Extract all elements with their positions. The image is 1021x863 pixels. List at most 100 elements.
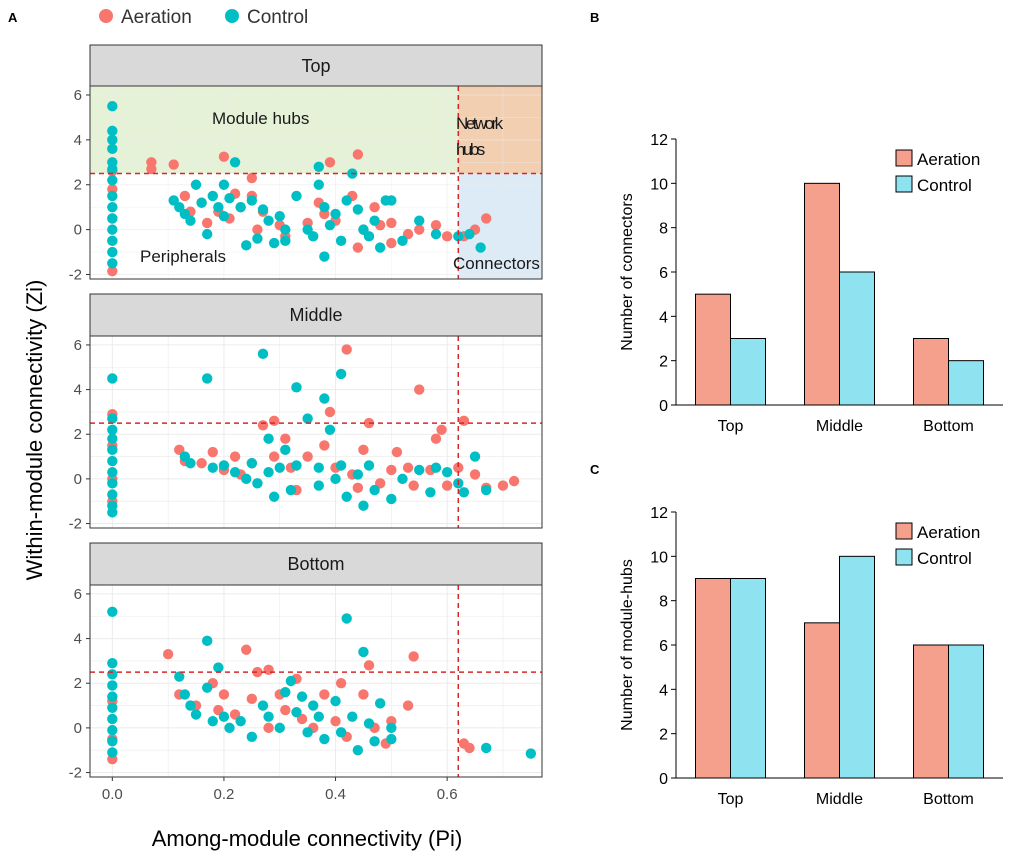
bar-aeration [804, 622, 840, 779]
point-control [441, 466, 453, 478]
bar-control [948, 644, 984, 779]
point-aeration [341, 344, 352, 355]
point-aeration [508, 475, 520, 487]
y-tick-label: 4 [74, 132, 82, 149]
point-aeration [369, 201, 380, 213]
scatter-legend: Aeration Control [99, 7, 308, 28]
point-aeration [469, 469, 481, 480]
bar-x-tick-label: Top [718, 791, 744, 808]
point-control [107, 224, 118, 235]
point-control [341, 195, 352, 206]
point-aeration [246, 172, 258, 184]
point-control [107, 413, 118, 424]
zone-label-connectors: Connectors [453, 254, 540, 273]
bar-aeration [804, 182, 840, 406]
point-control [358, 646, 369, 658]
point-aeration [480, 213, 492, 224]
point-control [263, 215, 274, 226]
point-aeration [162, 649, 174, 660]
point-control [107, 478, 118, 489]
bar-aeration [913, 338, 949, 406]
bar-x-tick-label: Middle [816, 791, 863, 808]
point-control [179, 689, 191, 700]
point-control [469, 451, 481, 462]
point-control [185, 215, 196, 226]
point-aeration [246, 693, 258, 705]
point-control [107, 657, 118, 669]
bar-y-tick-label: 12 [650, 132, 668, 149]
facet-top: Top -2 0 2 4 6 [69, 44, 543, 284]
facet-panel-border [89, 335, 543, 529]
point-aeration [402, 462, 414, 473]
bar-x-tick-label: Bottom [923, 791, 974, 808]
legend-dot-control [225, 9, 239, 23]
point-control [229, 157, 241, 168]
point-control [207, 462, 218, 473]
bar-y-tick-label: 12 [650, 505, 668, 522]
point-control [358, 500, 369, 511]
point-aeration [363, 660, 375, 671]
point-control [335, 235, 347, 247]
point-control [313, 711, 324, 722]
point-control [414, 464, 425, 476]
point-control [280, 686, 291, 698]
point-aeration [107, 265, 118, 277]
point-control [335, 727, 347, 738]
zone-module-hubs [90, 86, 459, 174]
bar-chart-connectors: 0 2 4 6 8 10 12 Top Middle Bottom Number of connec… [619, 132, 1003, 435]
point-control [363, 460, 375, 471]
point-aeration [408, 480, 419, 491]
point-control [369, 736, 380, 747]
point-control [414, 215, 425, 226]
point-control [280, 444, 291, 456]
point-control [107, 444, 118, 456]
point-control [430, 228, 442, 240]
zone-network-hubs [458, 86, 542, 174]
zone-label-module-hubs: Module hubs [212, 109, 309, 128]
bar-chart-module-hubs: 0 2 4 6 8 10 12 Top Middle Bottom Number of module… [619, 505, 1003, 808]
point-control [257, 348, 269, 360]
bar-y-axis-title: Number of connectors [619, 193, 636, 350]
bar-y-tick-label: 0 [659, 398, 668, 415]
point-control [107, 246, 118, 258]
y-tick-label: 2 [74, 426, 82, 443]
point-control [107, 489, 118, 500]
bar-legend-label-aeration: Aeration [917, 150, 980, 169]
facet-strip-label: Bottom [287, 554, 344, 574]
point-control [107, 702, 118, 713]
point-control [274, 462, 285, 473]
point-control [291, 382, 302, 393]
point-control [263, 466, 274, 478]
zone-label-network-hubs: Network hubs [456, 114, 505, 159]
point-aeration [358, 689, 369, 700]
point-control [430, 462, 442, 473]
point-control [107, 175, 118, 186]
point-aeration [302, 451, 313, 462]
point-control [107, 213, 118, 224]
point-control [274, 722, 285, 734]
point-control [235, 715, 246, 727]
point-control [107, 190, 118, 202]
point-aeration [414, 224, 425, 235]
point-aeration [280, 433, 291, 444]
point-control [330, 473, 341, 485]
point-aeration [402, 700, 414, 711]
facet-strip [89, 542, 543, 586]
point-aeration [196, 458, 207, 469]
x-tick-label: 0.4 [325, 786, 346, 803]
bar-legend-label-control: Control [917, 549, 972, 568]
facet-strip-label: Middle [289, 305, 342, 325]
scatter-y-axis-title: Within-module connectivity (Zi) [22, 280, 47, 581]
scatter-x-axis: 0.0 0.2 0.4 0.6 [102, 777, 458, 803]
point-control [218, 179, 230, 190]
point-control [185, 700, 196, 711]
point-aeration [352, 149, 364, 160]
y-tick-label: -2 [69, 267, 82, 284]
point-aeration [280, 704, 291, 716]
facet-panel-border [89, 85, 543, 280]
point-control [107, 100, 118, 112]
point-control [386, 722, 397, 734]
y-tick-label: 6 [74, 337, 82, 354]
point-aeration [408, 651, 419, 662]
facet-panel-background [90, 336, 542, 528]
